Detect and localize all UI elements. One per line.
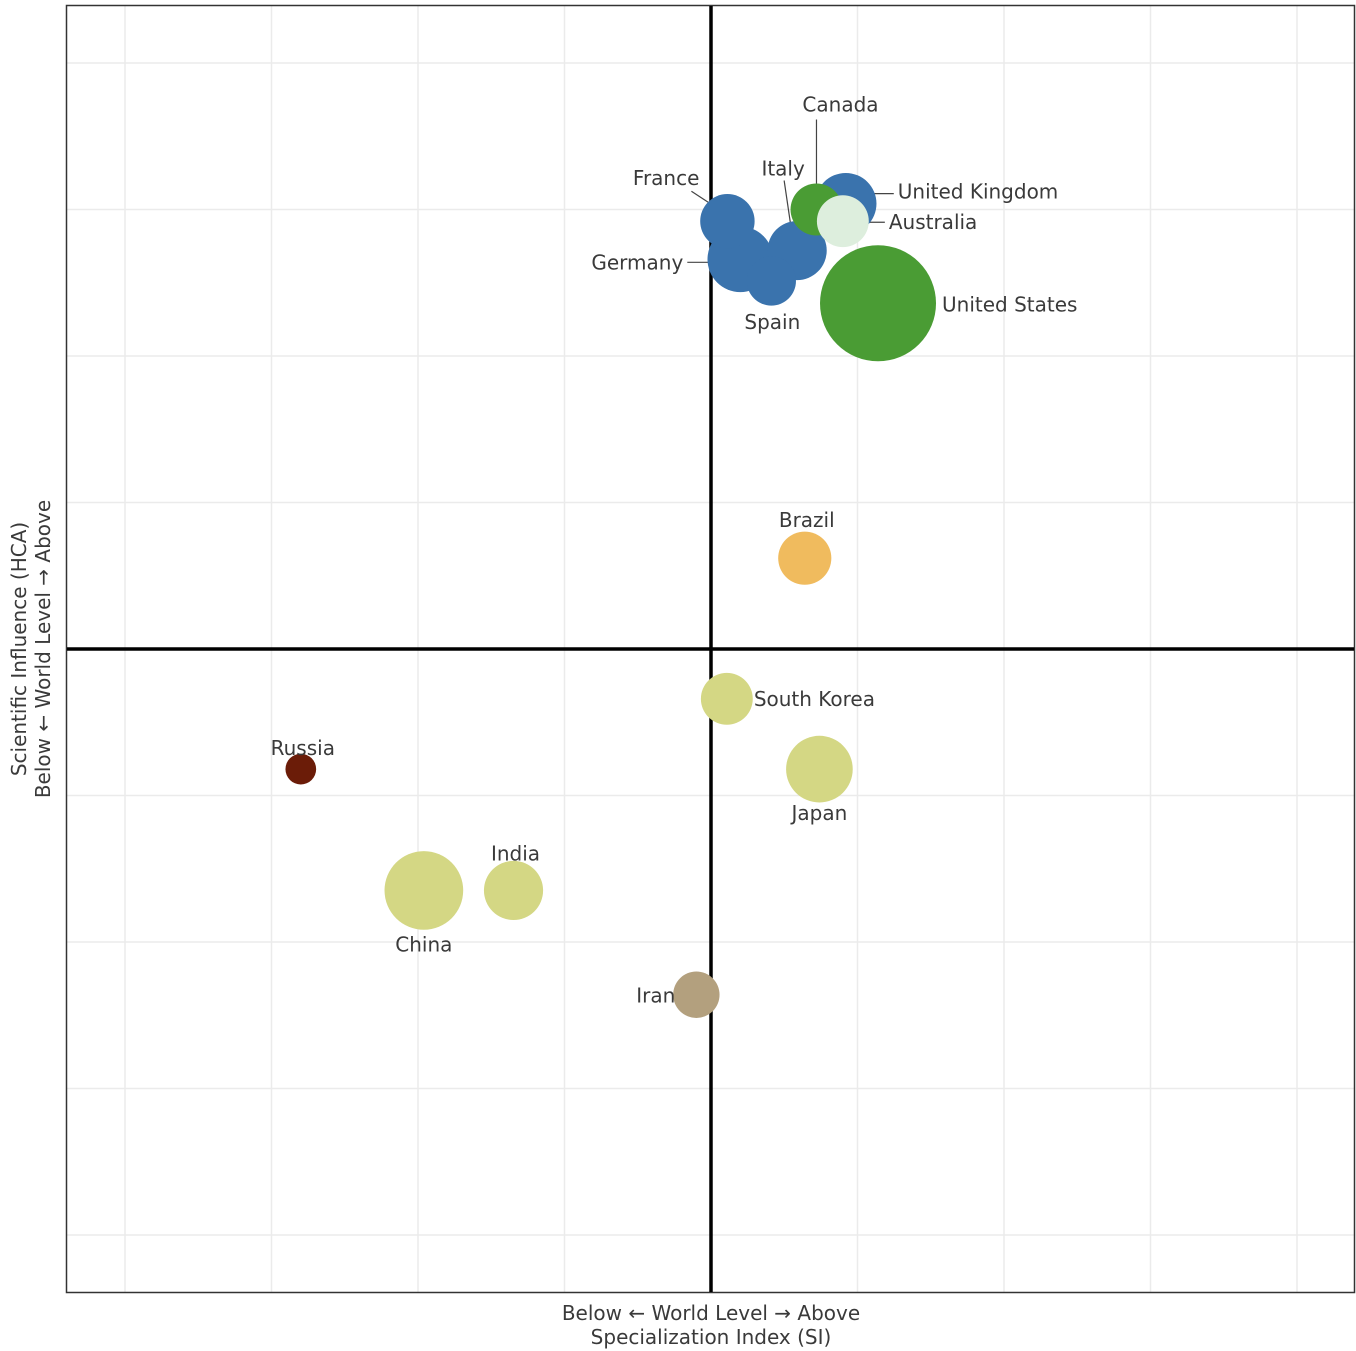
label-iran: Iran: [636, 984, 675, 1008]
point-china: [384, 851, 464, 930]
point-brazil: [778, 531, 832, 585]
label-germany: Germany: [591, 250, 683, 274]
label-italy: Italy: [761, 157, 805, 181]
label-japan: Japan: [790, 801, 848, 825]
y-axis-title-line2: Below ← World Level → Above: [31, 500, 55, 798]
point-australia: [816, 195, 869, 248]
point-spain: [746, 256, 796, 306]
label-india: India: [491, 841, 540, 865]
label-brazil: Brazil: [779, 508, 835, 532]
point-south-korea: [700, 672, 753, 725]
point-russia: [285, 753, 317, 785]
label-canada: Canada: [802, 93, 878, 117]
reference-lines: [67, 6, 1354, 1292]
label-united-states: United States: [942, 292, 1077, 316]
y-axis-title-line1: Scientific Influence (HCA): [7, 522, 31, 776]
point-france: [700, 194, 755, 249]
label-united-kingdom: United Kingdom: [898, 180, 1059, 204]
data-points: [285, 172, 937, 1018]
label-china: China: [395, 932, 452, 956]
label-russia: Russia: [271, 736, 335, 760]
point-iran: [673, 971, 720, 1018]
label-australia: Australia: [889, 210, 977, 234]
point-united-states: [820, 245, 937, 362]
point-japan: [786, 735, 853, 803]
label-france: France: [633, 166, 700, 190]
point-labels: United States United Kingdom Canada Austral…: [271, 93, 1078, 1008]
label-south-korea: South Korea: [754, 687, 875, 711]
point-india: [483, 860, 544, 921]
x-axis-title-line1: Below ← World Level → Above: [562, 1301, 860, 1325]
plot-border: [65, 4, 1356, 1294]
x-axis-title-line2: Specialization Index (SI): [591, 1325, 832, 1349]
label-spain: Spain: [744, 310, 800, 334]
